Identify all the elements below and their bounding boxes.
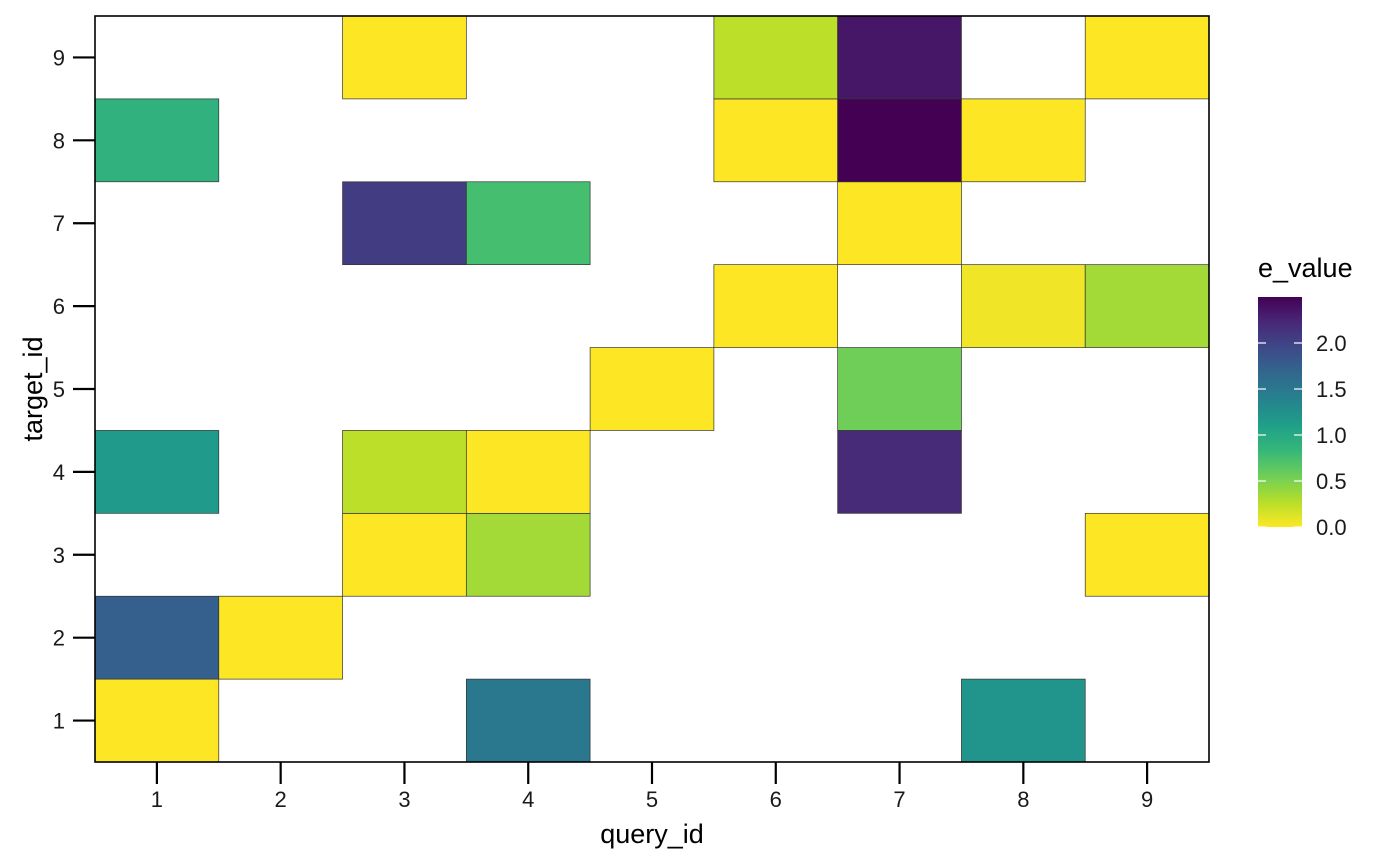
x-tick-label: 2 — [275, 787, 287, 812]
heatmap-cell — [837, 430, 962, 514]
x-axis-title: query_id — [600, 819, 704, 849]
heatmap-cell — [837, 98, 962, 183]
x-tick-label: 5 — [646, 787, 658, 812]
heatmap-cell — [218, 595, 343, 680]
heatmap-cell — [1084, 512, 1210, 597]
y-tick-label: 4 — [53, 460, 65, 485]
colorbar-legend: e_value 0.0 0.5 1.0 1.5 2.0 — [1258, 253, 1353, 540]
heatmap-cell — [342, 512, 467, 597]
heatmap-cell — [961, 678, 1086, 763]
legend-tick-label: 0.5 — [1316, 469, 1347, 494]
legend-tick-label: 1.5 — [1316, 377, 1347, 402]
legend-ticks: 0.0 0.5 1.0 1.5 2.0 — [1258, 331, 1347, 540]
heatmap-cell — [961, 264, 1086, 348]
x-tick-label: 8 — [1017, 787, 1029, 812]
y-tick-label: 8 — [53, 128, 65, 153]
heatmap-cell — [837, 181, 962, 266]
heatmap-cell — [465, 430, 591, 514]
heatmap-cell — [342, 15, 467, 100]
heatmap-cell — [94, 678, 220, 763]
heatmap-cell — [837, 347, 962, 431]
colorbar-gradient — [1258, 297, 1302, 527]
heatmap-cell — [713, 98, 839, 183]
heatmap-cell — [589, 347, 715, 431]
y-axis: 1 2 3 4 5 6 7 8 9 — [53, 45, 95, 734]
legend-tick-label: 1.0 — [1316, 423, 1347, 448]
heatmap-cell — [837, 15, 962, 100]
y-tick-label: 2 — [53, 626, 65, 651]
heatmap-cell — [961, 98, 1086, 183]
heatmap-cell — [465, 678, 591, 763]
y-axis-title: target_id — [18, 336, 48, 441]
x-tick-label: 4 — [522, 787, 534, 812]
heatmap-cell — [94, 430, 220, 514]
heatmap-cell — [1084, 264, 1210, 348]
y-tick-label: 3 — [53, 543, 65, 568]
y-tick-label: 1 — [53, 709, 65, 734]
x-tick-label: 3 — [398, 787, 410, 812]
heatmap-cell — [713, 264, 839, 348]
heatmap-cell — [465, 512, 591, 597]
y-tick-label: 5 — [53, 377, 65, 402]
x-tick-label: 1 — [151, 787, 163, 812]
heatmap-cell — [94, 98, 220, 183]
legend-tick-label: 0.0 — [1316, 515, 1347, 540]
heatmap-cell — [342, 181, 467, 266]
x-tick-label: 6 — [770, 787, 782, 812]
heatmap-cell — [1084, 15, 1210, 100]
tiles-layer — [94, 15, 1210, 763]
heatmap-cell — [342, 430, 467, 514]
legend-tick-label: 2.0 — [1316, 331, 1347, 356]
heatmap-cell — [465, 181, 591, 266]
x-axis: 1 2 3 4 5 6 7 8 9 — [151, 762, 1153, 812]
y-tick-label: 6 — [53, 294, 65, 319]
x-tick-label: 7 — [893, 787, 905, 812]
y-tick-label: 9 — [53, 45, 65, 70]
y-tick-label: 7 — [53, 211, 65, 236]
heatmap-cell — [713, 15, 839, 100]
heatmap-cell — [94, 595, 220, 680]
x-tick-label: 9 — [1141, 787, 1153, 812]
legend-title: e_value — [1258, 253, 1353, 283]
